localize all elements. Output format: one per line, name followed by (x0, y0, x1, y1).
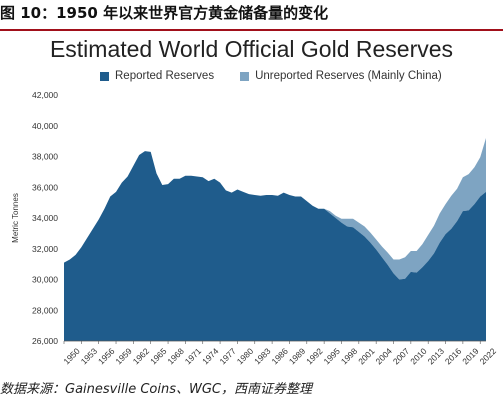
x-tick-label: 2001 (356, 346, 377, 367)
source-note: 数据来源：Gainesville Coins、WGC，西南证券整理 (0, 382, 312, 397)
y-tick-label: 38,000 (32, 152, 58, 162)
x-tick-label: 1986 (269, 346, 290, 367)
y-axis-title: Metric Tonnes (11, 193, 20, 243)
x-tick-label: 1974 (200, 346, 221, 367)
legend-label-reported: Reported Reserves (115, 70, 215, 82)
x-tick-label: 1962 (131, 346, 152, 367)
chart-title: Estimated World Official Gold Reserves (49, 36, 454, 62)
x-tick-label: 2019 (460, 346, 481, 367)
x-tick-label: 1980 (235, 346, 256, 367)
legend-item-unreported: Unreported Reserves (Mainly China) (240, 70, 442, 82)
x-tick-label: 1983 (252, 346, 273, 367)
figure-caption: 图 10：1950 年以来世界官方黄金储备量的变化 (0, 4, 329, 22)
y-tick-label: 26,000 (32, 336, 58, 346)
x-tick-label: 1953 (79, 346, 100, 367)
x-tick-label: 1971 (183, 346, 204, 367)
caption-rule (0, 29, 503, 31)
x-tick-label: 2013 (426, 346, 447, 367)
x-tick-label: 2022 (478, 346, 499, 367)
x-tick-label: 1968 (165, 346, 186, 367)
legend-item-reported: Reported Reserves (100, 70, 214, 82)
y-tick-label: 32,000 (32, 244, 58, 254)
x-tick-label: 1995 (321, 346, 342, 367)
y-tick-label: 42,000 (32, 90, 58, 100)
legend-label-unreported: Unreported Reserves (Mainly China) (255, 70, 442, 82)
x-tick-label: 1956 (96, 346, 117, 367)
series-area-reported (64, 151, 486, 341)
y-tick-label: 36,000 (32, 182, 58, 192)
y-tick-label: 34,000 (32, 213, 58, 223)
x-tick-label: 1977 (217, 346, 238, 367)
y-tick-label: 40,000 (32, 121, 58, 131)
x-tick-label: 2004 (374, 346, 395, 367)
legend-swatch-unreported (240, 71, 250, 81)
x-tick-label: 1998 (339, 346, 360, 367)
y-tick-label: 30,000 (32, 275, 58, 285)
x-tick-label: 1992 (304, 346, 325, 367)
x-tick-label: 2010 (408, 346, 429, 367)
x-tick-label: 1950 (61, 346, 82, 367)
x-tick-label: 1959 (113, 346, 134, 367)
y-tick-label: 28,000 (32, 305, 58, 315)
x-tick-label: 2007 (391, 346, 412, 367)
legend-swatch-reported (100, 71, 109, 81)
x-tick-label: 2016 (443, 346, 464, 367)
chart-legend: Reported Reserves Unreported Reserves (M… (100, 68, 468, 84)
x-tick-label: 1989 (287, 346, 308, 367)
x-tick-label: 1965 (148, 346, 169, 367)
